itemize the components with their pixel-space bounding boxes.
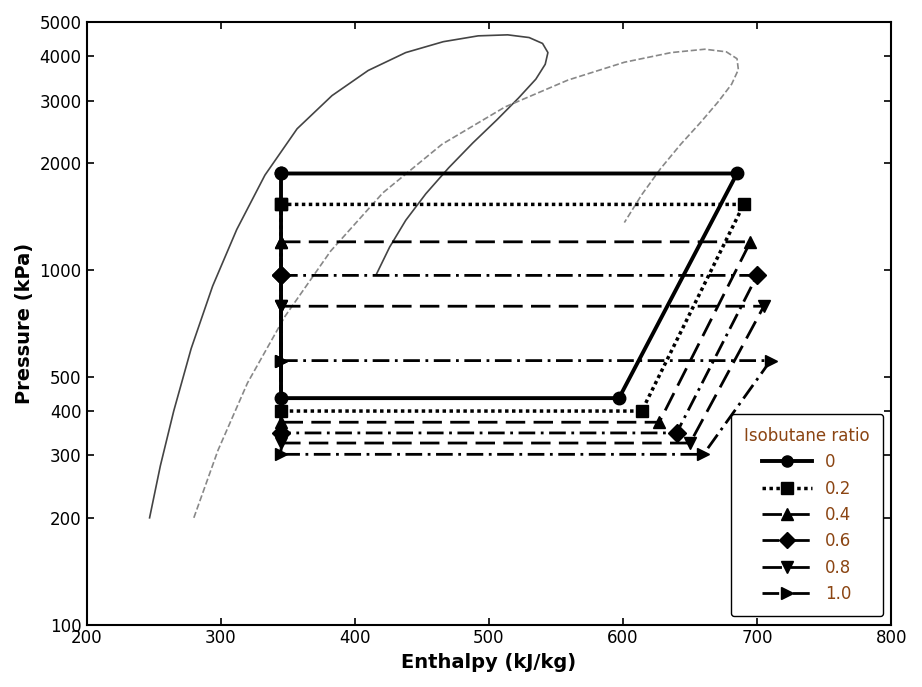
X-axis label: Enthalpy (kJ/kg): Enthalpy (kJ/kg) bbox=[401, 653, 576, 672]
Legend: 0, 0.2, 0.4, 0.6, 0.8, 1.0: 0, 0.2, 0.4, 0.6, 0.8, 1.0 bbox=[730, 414, 883, 616]
Y-axis label: Pressure (kPa): Pressure (kPa) bbox=[15, 243, 34, 404]
